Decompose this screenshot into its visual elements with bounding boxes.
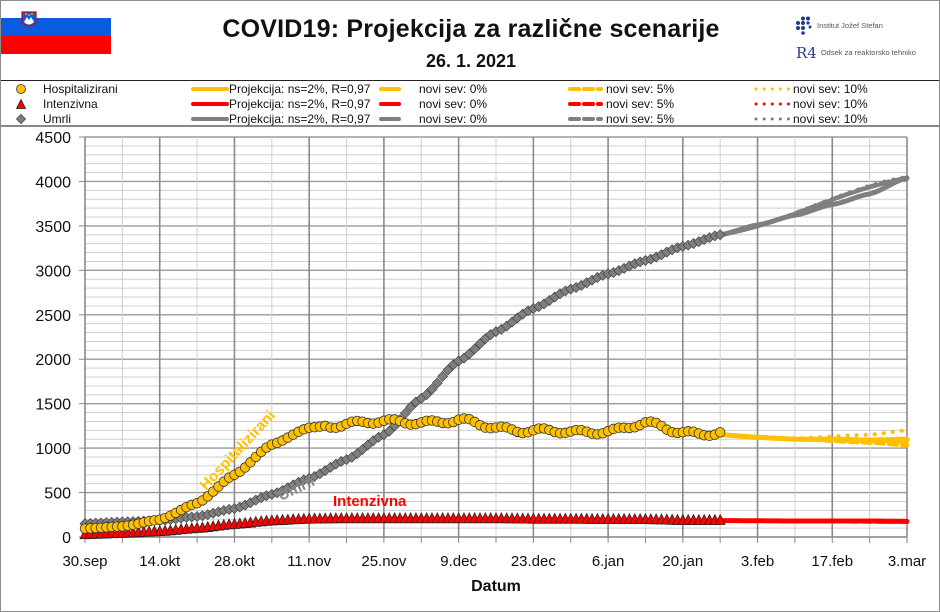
series-intenzivna bbox=[79, 511, 726, 540]
chart-grid bbox=[84, 136, 908, 543]
slovenia-flag-icon bbox=[1, 11, 111, 56]
department-logo: R4 Odsek za reaktorsko tehniko bbox=[796, 44, 916, 62]
y-tick-label: 3500 bbox=[35, 219, 71, 236]
x-tick-label: 6.jan bbox=[592, 553, 625, 570]
solid-line-icon bbox=[191, 117, 229, 121]
y-tick-label: 0 bbox=[62, 530, 71, 547]
legend-label: novi sev: 5% bbox=[606, 112, 675, 126]
y-axis-ticks: 0 500 1000 1500 2000 2500 3000 3500 4000 4500 bbox=[35, 130, 85, 547]
legend-label: novi sev: 0% bbox=[419, 112, 488, 126]
annotation-umrli: Umrli bbox=[276, 473, 318, 505]
legend-row-intenzivna: Intenzivna Projekcija: ns=2%, R=0,97 nov… bbox=[1, 97, 939, 111]
y-tick-label: 4000 bbox=[35, 174, 71, 191]
legend-label: novi sev: 0% bbox=[419, 82, 488, 96]
chart-header: COVID19: Projekcija za različne scenarij… bbox=[1, 1, 939, 81]
ijs-dots-icon bbox=[796, 16, 812, 35]
x-tick-label: 17.feb bbox=[811, 553, 853, 570]
chart-date: 26. 1. 2021 bbox=[425, 51, 517, 71]
dotted-line-icon bbox=[754, 102, 793, 106]
legend-label: novi sev: 5% bbox=[606, 82, 675, 96]
series-hospitalizirani bbox=[79, 413, 726, 534]
short-line-icon bbox=[379, 102, 401, 106]
solid-line-icon bbox=[191, 87, 229, 91]
annotation-intenzivna: Intenzivna bbox=[333, 493, 407, 510]
legend-label: novi sev: 10% bbox=[793, 82, 868, 96]
projection-line bbox=[718, 432, 909, 448]
short-line-icon bbox=[379, 117, 401, 121]
y-tick-label: 500 bbox=[44, 486, 71, 503]
dotted-line-icon bbox=[754, 87, 793, 91]
y-tick-label: 1500 bbox=[35, 397, 71, 414]
projection-line bbox=[718, 428, 909, 441]
institute-name: Institut Jožef Stefan bbox=[817, 20, 883, 30]
chart-legend: Hospitalizirani Projekcija: ns=2%, R=0,9… bbox=[1, 81, 939, 127]
ijs-logo: Institut Jožef Stefan bbox=[794, 16, 883, 36]
short-line-icon bbox=[379, 87, 401, 91]
diamond-marker-icon bbox=[15, 113, 27, 125]
legend-row-hospitalizirani: Hospitalizirani Projekcija: ns=2%, R=0,9… bbox=[1, 82, 939, 96]
x-tick-label: 20.jan bbox=[662, 553, 703, 570]
legend-label: Projekcija: ns=2%, R=0,97 bbox=[229, 97, 371, 111]
solid-line-icon bbox=[191, 102, 229, 106]
chart-title: COVID19: Projekcija za različne scenarij… bbox=[222, 15, 720, 43]
x-tick-label: 25.nov bbox=[361, 553, 407, 570]
x-axis-ticks: 30.sep 14.okt 28.okt 11.nov 25.nov 9.dec 23.de… bbox=[62, 553, 926, 570]
legend-label: novi sev: 10% bbox=[793, 112, 868, 126]
department-name: Odsek za reaktorsko tehniko bbox=[820, 47, 916, 57]
x-tick-label: 9.dec bbox=[440, 553, 477, 570]
legend-label: Hospitalizirani bbox=[43, 82, 118, 96]
r4-logo-icon: R4 bbox=[796, 44, 817, 62]
dashed-line-icon bbox=[568, 102, 603, 106]
dashed-line-icon bbox=[568, 87, 603, 91]
projection-line bbox=[718, 175, 909, 237]
legend-label: novi sev: 0% bbox=[419, 97, 488, 111]
line-chart: 0 500 1000 1500 2000 2500 3000 3500 4000 4500 30.… bbox=[35, 130, 926, 595]
y-tick-label: 3000 bbox=[35, 263, 71, 280]
x-tick-label: 14.okt bbox=[139, 553, 181, 570]
dashed-line-icon bbox=[568, 117, 603, 121]
x-tick-label: 30.sep bbox=[62, 553, 107, 570]
y-tick-label: 4500 bbox=[35, 130, 71, 147]
x-tick-label: 28.okt bbox=[214, 553, 256, 570]
legend-label: Projekcija: ns=2%, R=0,97 bbox=[229, 112, 371, 126]
chart-series bbox=[79, 175, 910, 540]
legend-label: novi sev: 5% bbox=[606, 97, 675, 111]
circle-marker-icon bbox=[16, 84, 26, 94]
x-tick-label: 23.dec bbox=[511, 553, 557, 570]
x-tick-label: 11.nov bbox=[287, 553, 331, 570]
legend-label: Intenzivna bbox=[43, 97, 98, 111]
x-axis-label: Datum bbox=[471, 578, 521, 595]
legend-label: Umrli bbox=[43, 112, 71, 126]
dotted-line-icon bbox=[754, 117, 793, 121]
y-tick-label: 2000 bbox=[35, 352, 71, 369]
x-tick-label: 3.feb bbox=[741, 553, 774, 570]
legend-row-umrli: Umrli Projekcija: ns=2%, R=0,97 novi sev… bbox=[1, 112, 939, 126]
legend-label: Projekcija: ns=2%, R=0,97 bbox=[229, 82, 371, 96]
y-tick-label: 1000 bbox=[35, 441, 71, 458]
x-tick-label: 3.mar bbox=[888, 553, 926, 570]
triangle-marker-icon bbox=[15, 98, 27, 109]
legend-label: novi sev: 10% bbox=[793, 97, 868, 111]
y-tick-label: 2500 bbox=[35, 308, 71, 325]
